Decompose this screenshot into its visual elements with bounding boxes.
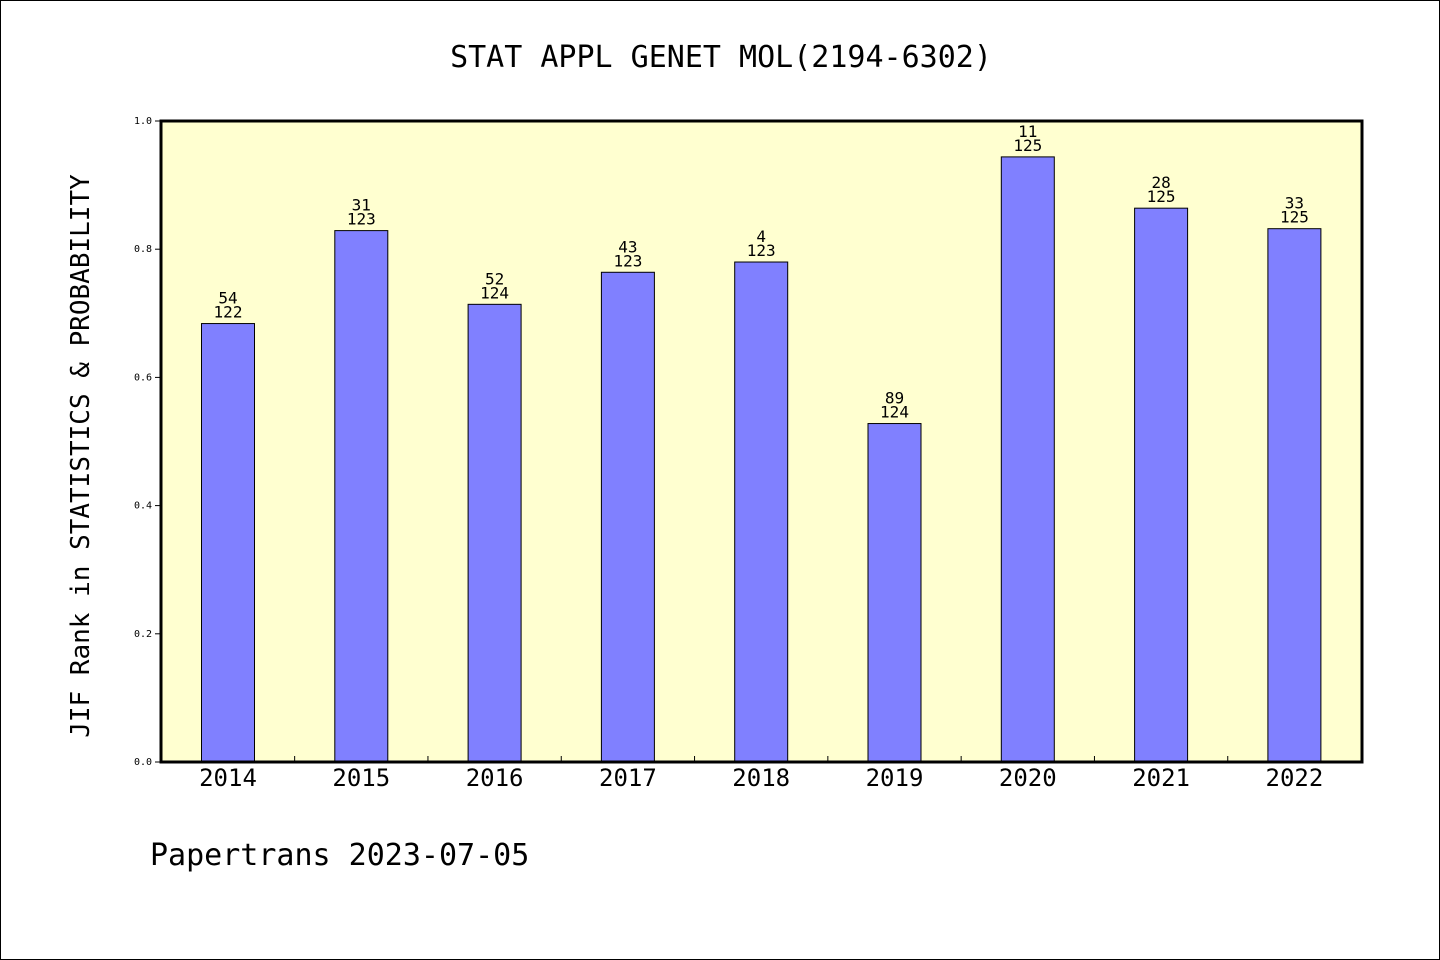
bar-2015 bbox=[334, 230, 389, 763]
data-label-rank-2019: 89 bbox=[885, 389, 904, 408]
x-tick-label-2019: 2019 bbox=[866, 764, 924, 792]
y-tick-label-0.2: 0.2 bbox=[134, 629, 152, 640]
bar-2019 bbox=[867, 423, 922, 763]
chart-title: STAT APPL GENET MOL(2194-6302) bbox=[450, 40, 992, 75]
y-tick-label-0.0: 0.0 bbox=[134, 757, 152, 768]
y-axis-label: JIF Rank in STATISTICS & PROBABILITY bbox=[66, 174, 96, 738]
data-label-total-2015: 123 bbox=[347, 210, 376, 229]
data-label-total-2016: 124 bbox=[480, 283, 509, 302]
data-label-rank-2014: 54 bbox=[218, 289, 237, 308]
data-label-rank-2017: 43 bbox=[618, 237, 637, 256]
x-tick-label-2017: 2017 bbox=[599, 764, 657, 792]
data-label-total-2021: 125 bbox=[1147, 187, 1176, 206]
x-tick-label-2021: 2021 bbox=[1132, 764, 1190, 792]
bar-2022 bbox=[1267, 228, 1322, 763]
y-tick-label-0.6: 0.6 bbox=[134, 372, 152, 383]
data-label-total-2022: 125 bbox=[1280, 208, 1309, 227]
data-label-total-2014: 122 bbox=[214, 303, 243, 322]
axis-layer: 2014 2015 2016 2017 2018 2019 2020 2021 2022 0.0 0… bbox=[134, 116, 1323, 792]
data-label-total-2020: 125 bbox=[1013, 136, 1042, 155]
x-tick-label-2015: 2015 bbox=[332, 764, 390, 792]
data-label-rank-2018: 4 bbox=[756, 227, 766, 246]
data-label-total-2017: 123 bbox=[613, 251, 642, 270]
data-label-rank-2021: 28 bbox=[1151, 173, 1170, 192]
data-label-rank-2016: 52 bbox=[485, 269, 504, 288]
bar-2020 bbox=[1000, 156, 1055, 763]
data-label-total-2019: 124 bbox=[880, 403, 909, 422]
x-tick-label-2014: 2014 bbox=[199, 764, 257, 792]
bar-2021 bbox=[1134, 207, 1189, 763]
y-tick-label-0.8: 0.8 bbox=[134, 244, 152, 255]
plot-border bbox=[159, 119, 1364, 764]
y-tick-label-1.0: 1.0 bbox=[134, 116, 152, 127]
x-tick-label-2018: 2018 bbox=[732, 764, 790, 792]
x-tick-label-2022: 2022 bbox=[1266, 764, 1324, 792]
bar-2014 bbox=[201, 323, 255, 763]
footer-stamp: Papertrans 2023-07-05 bbox=[150, 838, 529, 873]
data-label-rank-2015: 31 bbox=[352, 196, 371, 215]
bar-2016 bbox=[467, 303, 522, 763]
data-label-rank-2022: 33 bbox=[1285, 194, 1304, 213]
x-tick-label-2020: 2020 bbox=[999, 764, 1057, 792]
x-tick-label-2016: 2016 bbox=[466, 764, 524, 792]
data-label-rank-2020: 11 bbox=[1018, 122, 1037, 141]
bar-2017 bbox=[600, 271, 655, 763]
y-tick-label-0.4: 0.4 bbox=[134, 501, 152, 512]
bar-2018 bbox=[734, 261, 789, 763]
data-label-total-2018: 123 bbox=[747, 241, 776, 260]
